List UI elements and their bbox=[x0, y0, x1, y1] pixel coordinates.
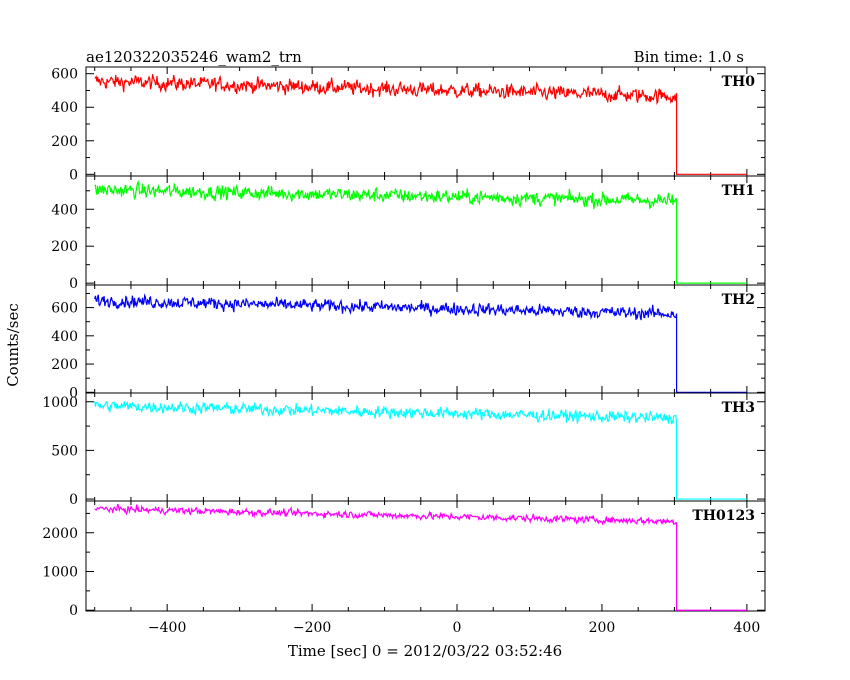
y-tick-label: 0 bbox=[69, 385, 78, 401]
y-axis-label: Counts/sec bbox=[4, 303, 22, 387]
y-tick-label: 400 bbox=[51, 202, 78, 218]
y-tick-label: 2000 bbox=[42, 526, 78, 542]
y-tick-label: 0 bbox=[69, 276, 78, 292]
x-tick-label: −400 bbox=[148, 620, 186, 636]
y-tick-label: 200 bbox=[51, 134, 78, 150]
y-tick-label: 500 bbox=[51, 443, 78, 459]
series-line-th2 bbox=[94, 293, 747, 393]
x-tick-label: 0 bbox=[453, 620, 462, 636]
x-tick-label: 200 bbox=[589, 620, 616, 636]
bin-time-label: Bin time: 1.0 s bbox=[634, 48, 744, 66]
y-tick-label: 600 bbox=[51, 301, 78, 317]
x-tick-label: 400 bbox=[734, 620, 761, 636]
y-tick-label: 0 bbox=[69, 603, 78, 619]
panel-th0123: 0 1000 2000 TH0123 bbox=[42, 500, 766, 619]
y-tick-label: 1000 bbox=[42, 564, 78, 580]
y-tick-label: 400 bbox=[51, 329, 78, 345]
panel-th0: 0 200 400 600 TH0 bbox=[51, 66, 766, 183]
chart-title: ae120322035246_wam2_trn bbox=[86, 48, 302, 66]
y-tick-label: 0 bbox=[69, 492, 78, 508]
panel-label: TH2 bbox=[722, 292, 755, 308]
panel-th1: 0 200 400 TH1 bbox=[51, 175, 766, 292]
x-axis-label: Time [sec] 0 = 2012/03/22 03:52:46 bbox=[288, 642, 562, 660]
panels-group: 0 200 400 600 TH0 0 200 400 TH1 0 200 400 600 TH2 0 500… bbox=[42, 66, 766, 636]
series-line-th1 bbox=[94, 180, 747, 284]
y-tick-label: 600 bbox=[51, 67, 78, 83]
panel-th2: 0 200 400 600 TH2 bbox=[51, 284, 766, 401]
y-tick-label: 1000 bbox=[42, 395, 78, 411]
y-tick-label: 400 bbox=[51, 100, 78, 116]
panel-th3: 0 500 1000 TH3 bbox=[42, 392, 766, 508]
series-line-th0123 bbox=[94, 503, 747, 611]
panel-label: TH1 bbox=[722, 183, 755, 199]
y-tick-label: 200 bbox=[51, 239, 78, 255]
panel-label: TH3 bbox=[722, 400, 755, 416]
y-tick-label: 200 bbox=[51, 357, 78, 373]
y-tick-label: 0 bbox=[69, 167, 78, 183]
panel-label: TH0123 bbox=[692, 508, 755, 524]
series-line-th3 bbox=[94, 400, 747, 500]
x-tick-label: −200 bbox=[293, 620, 331, 636]
series-line-th0 bbox=[94, 74, 747, 175]
panel-label: TH0 bbox=[722, 74, 756, 90]
panel-frame bbox=[85, 500, 766, 612]
